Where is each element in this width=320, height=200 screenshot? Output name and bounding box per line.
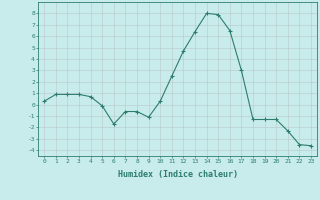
- X-axis label: Humidex (Indice chaleur): Humidex (Indice chaleur): [118, 170, 238, 179]
